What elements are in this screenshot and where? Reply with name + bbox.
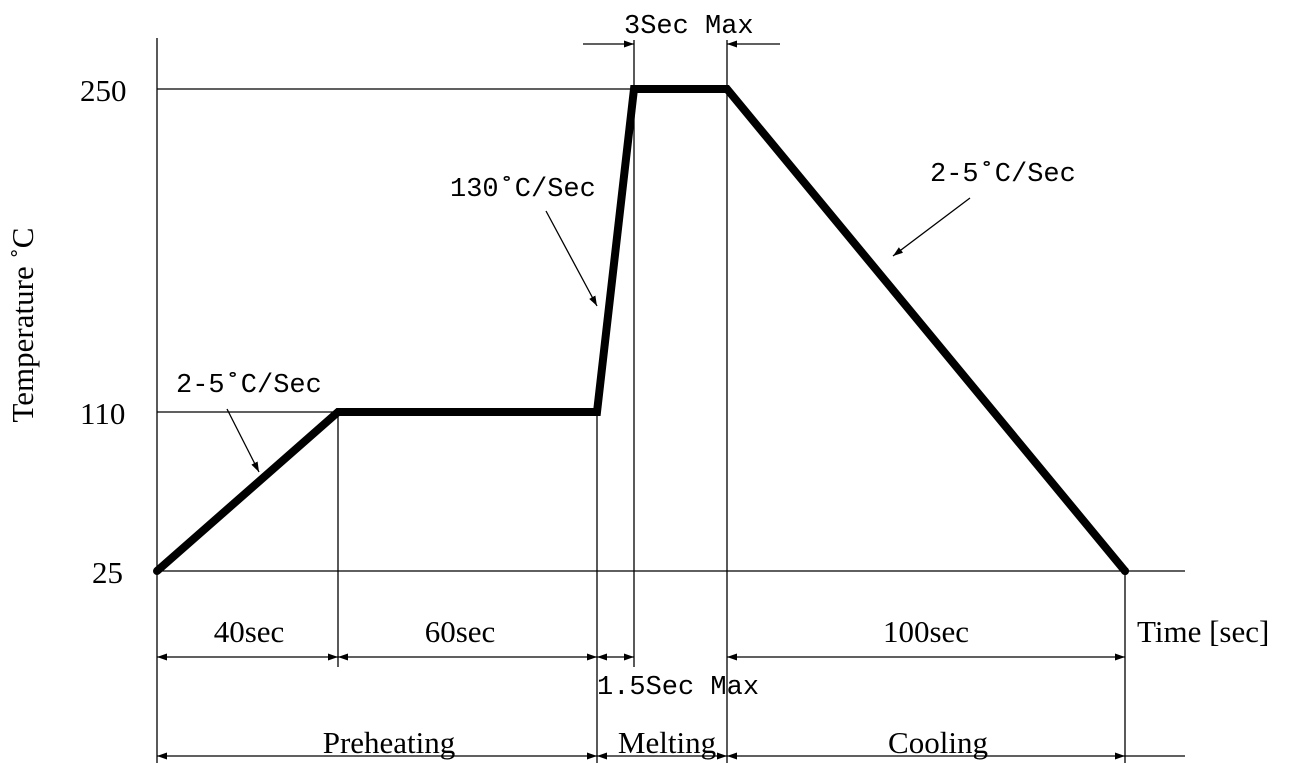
profile-end-dot xyxy=(1121,567,1129,575)
temperature-profile-line xyxy=(153,85,1129,575)
ramp-duration-label: 40sec xyxy=(214,614,285,649)
ramp-up-rate-label: 2-5˚C/Sec xyxy=(176,370,322,401)
y-tick-25: 25 xyxy=(92,555,123,590)
cool-down-rate-pointer xyxy=(892,197,971,257)
cool-down-rate-label: 2-5˚C/Sec xyxy=(930,159,1076,190)
y-axis-label: Temperature ˚C xyxy=(5,228,40,423)
preheating-phase-label: Preheating xyxy=(323,725,456,760)
spike-rate-pointer xyxy=(545,210,598,307)
x-axis-label: Time [sec] xyxy=(1137,614,1269,649)
y-tick-250: 250 xyxy=(80,73,127,108)
peak-duration-label: 3Sec Max xyxy=(624,12,754,42)
y-tick-110: 110 xyxy=(80,396,125,431)
rise-duration-label: 1.5Sec Max xyxy=(597,673,759,703)
ramp-up-rate-pointer xyxy=(226,408,260,473)
cool-duration-label: 100sec xyxy=(883,614,969,649)
spike-rate-label: 130˚C/Sec xyxy=(450,174,596,205)
soak-duration-label: 60sec xyxy=(425,614,496,649)
cooling-phase-label: Cooling xyxy=(888,725,988,760)
melting-phase-label: Melting xyxy=(618,725,716,760)
